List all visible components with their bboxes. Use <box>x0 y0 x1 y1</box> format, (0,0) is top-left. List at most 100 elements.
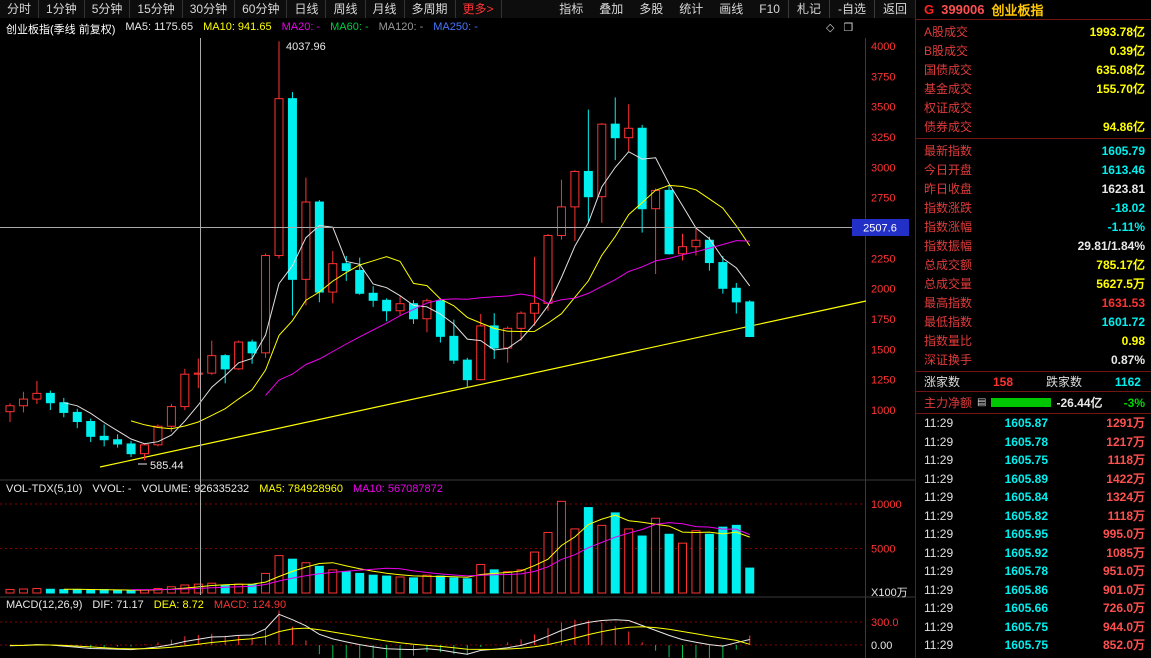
quote-row-label-1: 最新指数 <box>924 144 973 158</box>
tick-price: 1605.89 <box>1004 471 1048 486</box>
quote-row-value-10: 1601.72 <box>1101 314 1145 329</box>
tick-time: 11:29 <box>924 545 954 560</box>
tick-row-3: 11:29 1605.75 1118万 <box>916 451 1151 470</box>
tick-volume: 1085万 <box>1106 545 1145 560</box>
svg-text:4000: 4000 <box>871 41 895 53</box>
price-pane-header: 创业板指(季线 前复权) MA5: 1175.65 MA10: 941.65 MA2… <box>6 21 478 37</box>
vol-header-item-1: VOL-TDX(5,10) <box>6 483 83 495</box>
market-turnover-section: A股成交 1993.78亿 B股成交 0.39亿 国债成交 635.08亿 基金成交 155.… <box>916 20 1151 139</box>
market-row-value-1: 1993.78亿 <box>1089 25 1145 39</box>
vol-header-item-4: MA5: 784928960 <box>259 483 343 495</box>
tool-button-1[interactable]: 指标 <box>559 2 584 16</box>
tick-volume: 951.0万 <box>1102 564 1145 578</box>
period-tab-5[interactable]: 30分钟 <box>183 0 236 18</box>
tick-time: 11:29 <box>924 527 954 541</box>
period-tab-10[interactable]: 多周期 <box>405 0 456 18</box>
main-net-flow-row: 主力净额 ▤ -26.44亿 -3% <box>916 392 1151 414</box>
quote-row-7: 总成交额 785.17亿 <box>916 255 1151 274</box>
tool-button-9[interactable]: 返回 <box>873 0 915 18</box>
macd-header-item-3: DEA: 8.72 <box>153 599 204 611</box>
tool-button-7[interactable]: 札记 <box>787 0 829 18</box>
tick-price: 1605.86 <box>1004 582 1048 597</box>
tick-time: 11:29 <box>924 416 954 430</box>
tick-row-13: 11:29 1605.75 852.0万 <box>916 636 1151 655</box>
svg-text:10000: 10000 <box>871 499 902 511</box>
quote-row-3: 昨日收盘 1623.81 <box>916 179 1151 198</box>
tick-volume: 726.0万 <box>1102 601 1145 615</box>
svg-text:3250: 3250 <box>871 132 895 144</box>
tick-time: 11:29 <box>924 453 954 467</box>
period-tab-7[interactable]: 日线 <box>287 0 327 18</box>
svg-text:3750: 3750 <box>871 71 895 83</box>
quote-row-9: 最高指数 1631.53 <box>916 293 1151 312</box>
price-ma-item-1: MA5: 1175.65 <box>125 21 194 33</box>
period-tab-4[interactable]: 15分钟 <box>130 0 183 18</box>
period-tab-11[interactable]: 更多> <box>456 0 502 18</box>
vol-header-item-2: VVOL: - <box>92 483 132 495</box>
price-ma-item-3: MA20: - <box>281 21 321 33</box>
period-tab-8[interactable]: 周线 <box>326 0 366 18</box>
tool-button-2[interactable]: 叠加 <box>599 2 624 16</box>
symbol-name: 创业板指 <box>991 3 1044 18</box>
quote-row-11: 指数量比 0.98 <box>916 331 1151 350</box>
tick-time: 11:29 <box>924 508 954 523</box>
period-tab-9[interactable]: 月线 <box>366 0 405 18</box>
tick-row-10: 11:29 1605.86 901.0万 <box>916 581 1151 600</box>
main-net-flow-value: -26.44亿 <box>1056 396 1103 410</box>
tick-volume: 852.0万 <box>1102 638 1145 652</box>
main-net-flow-label: 主力净额 <box>924 396 973 410</box>
quote-row-value-1: 1605.79 <box>1101 143 1145 158</box>
tick-volume: 1217万 <box>1106 434 1145 449</box>
tool-button-6[interactable]: F10 <box>759 2 780 16</box>
tick-time: 11:29 <box>924 619 954 634</box>
list-icon[interactable]: ▤ <box>977 397 987 408</box>
diamond-icon[interactable]: ◇ <box>826 22 835 34</box>
period-tab-6[interactable]: 60分钟 <box>235 0 288 18</box>
vol-header-item-5: MA10: 567087872 <box>352 483 443 495</box>
svg-text:1500: 1500 <box>871 344 895 356</box>
tool-button-4[interactable]: 统计 <box>679 2 704 16</box>
tick-price: 1605.84 <box>1004 490 1048 504</box>
tool-menu: 指标 叠加 多股 统计 画线 F10 札记 -自选 返回 <box>551 0 915 18</box>
tick-row-9: 11:29 1605.78 951.0万 <box>916 562 1151 581</box>
period-tab-1[interactable]: 分时 <box>0 0 40 18</box>
tick-row-1: 11:29 1605.87 1291万 <box>916 414 1151 433</box>
quote-row-value-12: 0.87% <box>1110 352 1145 367</box>
svg-text:X100万: X100万 <box>871 587 908 599</box>
tool-button-5[interactable]: 画线 <box>719 2 744 16</box>
svg-text:5000: 5000 <box>871 544 895 556</box>
market-row-label-5: 权证成交 <box>924 101 973 115</box>
period-tab-2[interactable]: 1分钟 <box>39 0 85 18</box>
tick-row-7: 11:29 1605.95 995.0万 <box>916 525 1151 544</box>
svg-text:2000: 2000 <box>871 284 895 296</box>
market-row-label-3: 国债成交 <box>924 63 973 77</box>
tick-list[interactable]: 11:29 1605.87 1291万 11:29 1605.78 1217万 11:29 1… <box>916 414 1151 658</box>
quote-row-value-4: -18.02 <box>1110 200 1145 215</box>
symbol-code: 399006 <box>941 2 985 17</box>
chart-header-icons: ◇ ❐ <box>826 21 853 34</box>
volume-pane-header: VOL-TDX(5,10) VVOL: - VOLUME: 926335232 MA5… <box>6 483 443 495</box>
svg-text:4037.96: 4037.96 <box>286 41 326 53</box>
svg-text:3000: 3000 <box>871 162 895 174</box>
period-tab-3[interactable]: 5分钟 <box>85 0 131 18</box>
quote-row-label-7: 总成交额 <box>924 258 973 272</box>
quote-row-5: 指数涨幅 -1.11% <box>916 217 1151 236</box>
quote-row-label-2: 今日开盘 <box>924 163 973 177</box>
window-icon[interactable]: ❐ <box>843 22 854 34</box>
macd-header-item-1: MACD(12,26,9) <box>6 599 83 611</box>
top-menu-bar: 分时 1分钟 5分钟 15分钟 30分钟 60分钟 日线 周线 月线 多周期 更多> 指标 叠加 多股 统… <box>0 0 915 19</box>
quote-row-value-5: -1.11% <box>1107 219 1145 234</box>
macd-pane-header: MACD(12,26,9) DIF: 71.17 DEA: 8.72 MACD: 12… <box>6 599 286 611</box>
tick-volume: 1118万 <box>1107 508 1145 523</box>
quote-row-value-11: 0.98 <box>1121 333 1145 348</box>
quote-row-label-9: 最高指数 <box>924 296 973 310</box>
tick-price: 1605.78 <box>1004 564 1048 578</box>
main-chart-canvas[interactable]: 4000375035003250300027502500225020001750… <box>0 18 915 658</box>
tick-volume: 1118万 <box>1107 453 1145 467</box>
svg-text:2507.6: 2507.6 <box>863 223 897 235</box>
quote-row-value-7: 785.17亿 <box>1096 258 1145 272</box>
chart-area: 创业板指(季线 前复权) MA5: 1175.65 MA10: 941.65 MA2… <box>0 18 915 658</box>
tool-button-3[interactable]: 多股 <box>639 2 664 16</box>
tool-button-8[interactable]: -自选 <box>828 0 874 18</box>
quote-row-1: 最新指数 1605.79 <box>916 141 1151 160</box>
